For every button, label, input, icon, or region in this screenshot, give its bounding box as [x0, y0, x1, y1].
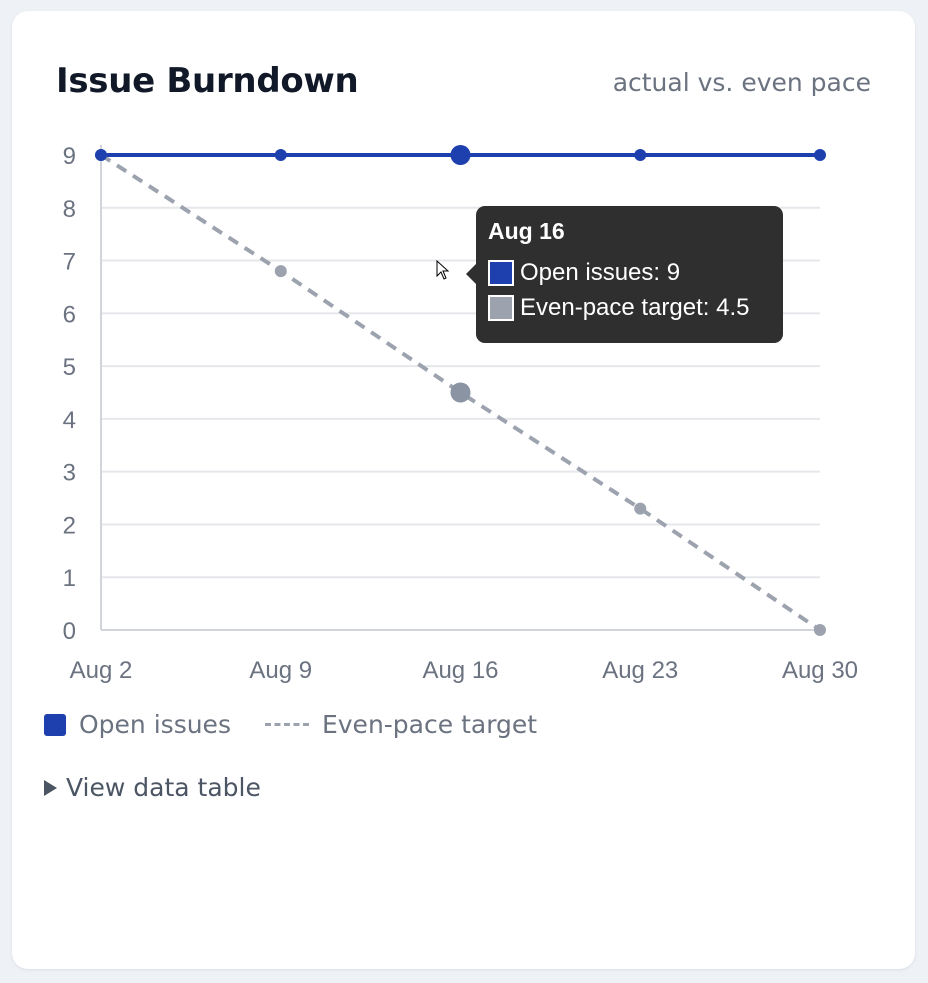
tooltip-swatch	[488, 259, 514, 286]
tooltip-row-label: Even-pace target: 4.5	[520, 293, 750, 321]
chart-legend: Open issues Even-pace target	[44, 710, 571, 739]
chart-tooltip: Aug 16 Open issues: 9 Even-pace target: …	[466, 206, 783, 343]
x-tick-label: Aug 30	[782, 657, 858, 684]
y-tick-label: 0	[63, 618, 76, 645]
x-tick-label: Aug 2	[70, 657, 133, 684]
y-tick-label: 6	[63, 301, 76, 328]
y-tick-label: 4	[63, 407, 76, 434]
chart-card: Issue Burndown actual vs. even pace	[12, 11, 915, 969]
data-point-open-issues	[634, 149, 647, 161]
chart-title: Issue Burndown	[56, 61, 359, 101]
y-tick-label: 3	[63, 460, 76, 487]
data-point-even-pace-target	[450, 382, 471, 403]
y-tick-label: 7	[63, 249, 76, 276]
tooltip-row-label: Open issues: 9	[520, 258, 681, 286]
caret-right-icon	[44, 779, 57, 796]
data-point-open-issues	[274, 149, 287, 161]
legend-item-open-issues[interactable]: Open issues	[44, 710, 231, 739]
view-data-table-toggle[interactable]: View data table	[44, 773, 261, 802]
x-tick-label: Aug 9	[249, 657, 312, 684]
y-tick-label: 1	[63, 565, 76, 592]
mouse-pointer-icon	[436, 260, 450, 280]
tooltip-title: Aug 16	[488, 218, 565, 244]
data-point-open-issues	[814, 149, 826, 161]
legend-swatch-square	[44, 713, 66, 736]
y-tick-label: 5	[63, 354, 76, 381]
tooltip-row-open-issues: Open issues: 9	[488, 255, 771, 290]
data-point-open-issues	[95, 149, 107, 161]
y-tick-label: 8	[63, 196, 76, 223]
data-point-even-pace-target	[274, 265, 287, 278]
tooltip-swatch	[488, 294, 514, 321]
y-tick-label: 2	[63, 512, 76, 539]
y-tick-label: 9	[63, 143, 76, 170]
legend-label: Open issues	[79, 710, 231, 739]
x-tick-label: Aug 23	[602, 657, 678, 684]
view-data-table-label: View data table	[66, 773, 261, 802]
legend-label: Even-pace target	[321, 710, 538, 739]
tooltip-row-even-pace-target: Even-pace target: 4.5	[488, 290, 771, 325]
data-point-open-issues	[450, 145, 471, 165]
data-point-even-pace-target	[814, 624, 826, 636]
series-line-even-pace-target	[99, 153, 822, 632]
chart-subtitle: actual vs. even pace	[612, 68, 871, 97]
legend-swatch-dashed-line	[264, 723, 309, 726]
legend-item-even-pace-target[interactable]: Even-pace target	[264, 710, 538, 739]
x-tick-label: Aug 16	[422, 657, 498, 684]
data-point-even-pace-target	[634, 502, 647, 515]
